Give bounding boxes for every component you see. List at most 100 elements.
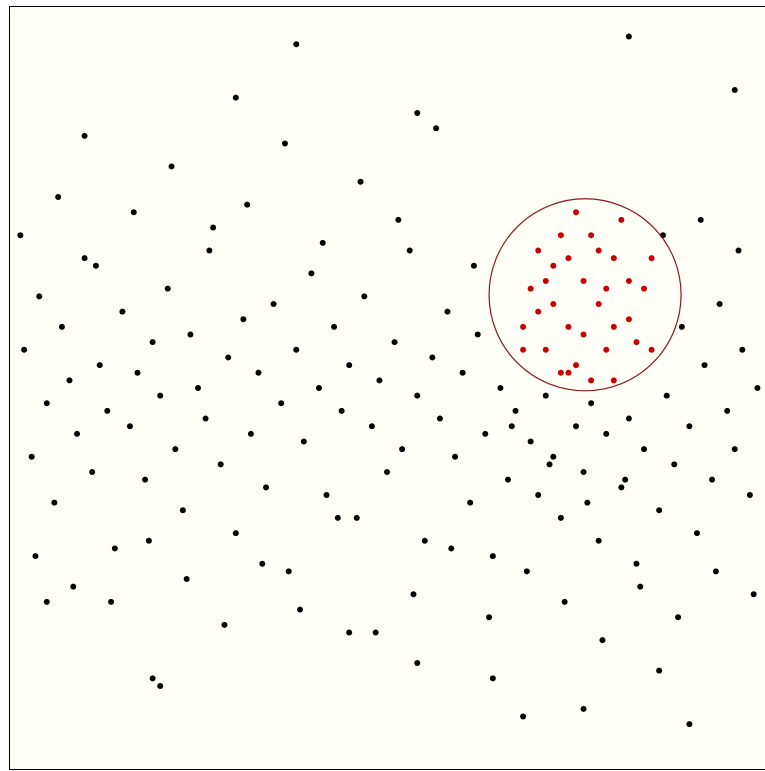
point [482, 430, 489, 437]
point [459, 369, 466, 376]
point [263, 484, 270, 491]
point [410, 591, 417, 598]
point [395, 216, 402, 223]
point [357, 178, 364, 185]
selected-point [595, 247, 602, 254]
point [361, 293, 368, 300]
point [399, 446, 406, 453]
selected-point [603, 285, 610, 292]
selected-point [625, 316, 632, 323]
point [164, 285, 171, 292]
point [546, 461, 553, 468]
point [92, 262, 99, 269]
point [709, 476, 716, 483]
point [595, 537, 602, 544]
selected-point [550, 262, 557, 269]
point [436, 415, 443, 422]
point [406, 247, 413, 254]
point [444, 308, 451, 315]
point [21, 346, 28, 353]
selected-point [527, 285, 534, 292]
point [130, 209, 137, 216]
point [470, 262, 477, 269]
point [625, 33, 632, 40]
selected-point [542, 346, 549, 353]
point [43, 400, 50, 407]
point [81, 132, 88, 139]
selected-point [610, 255, 617, 262]
point [293, 41, 300, 48]
point [641, 446, 648, 453]
point [270, 300, 277, 307]
point [134, 369, 141, 376]
point [285, 568, 292, 575]
selected-point [573, 209, 579, 216]
point [293, 346, 300, 353]
point [51, 499, 58, 506]
point [119, 308, 126, 315]
point [66, 377, 73, 384]
point [675, 614, 682, 621]
point [550, 453, 557, 460]
point [172, 446, 179, 453]
point [353, 514, 360, 521]
selected-point [610, 377, 617, 384]
point [376, 377, 383, 384]
point [145, 537, 152, 544]
point [89, 469, 96, 476]
brush-selection[interactable] [488, 198, 682, 392]
point [433, 125, 440, 132]
point [504, 476, 511, 483]
point [58, 323, 65, 330]
point [43, 598, 50, 605]
point [712, 568, 719, 575]
point [17, 232, 24, 239]
point [308, 270, 315, 277]
point [168, 163, 175, 170]
point [315, 385, 322, 391]
point [656, 507, 663, 514]
point [157, 392, 164, 399]
point [414, 109, 421, 116]
point [195, 385, 201, 391]
point [319, 239, 326, 246]
point [338, 407, 345, 414]
point [126, 423, 133, 430]
point [179, 507, 186, 514]
point [671, 461, 678, 468]
point [244, 201, 251, 208]
point [603, 430, 610, 437]
point [297, 606, 304, 613]
point [368, 423, 375, 430]
point [701, 362, 708, 369]
point [104, 407, 111, 414]
point [633, 560, 640, 567]
point [724, 407, 731, 414]
selected-point [573, 362, 579, 369]
point [240, 316, 247, 323]
point [452, 453, 459, 460]
point [716, 300, 723, 307]
point [637, 583, 644, 590]
point [206, 247, 213, 254]
selected-point [557, 369, 564, 376]
point [323, 491, 330, 498]
point [259, 560, 266, 567]
point [489, 675, 496, 682]
point [622, 476, 629, 483]
selected-point [580, 331, 587, 338]
point [512, 407, 519, 414]
selected-point [648, 346, 655, 353]
point [467, 499, 474, 506]
point [686, 423, 693, 430]
point [334, 514, 341, 521]
point [32, 553, 39, 560]
point [584, 499, 591, 506]
point [588, 400, 595, 407]
selected-point [610, 323, 617, 330]
point [232, 530, 239, 537]
point [108, 598, 115, 605]
point [157, 682, 164, 689]
point [391, 339, 398, 346]
point [142, 476, 149, 483]
